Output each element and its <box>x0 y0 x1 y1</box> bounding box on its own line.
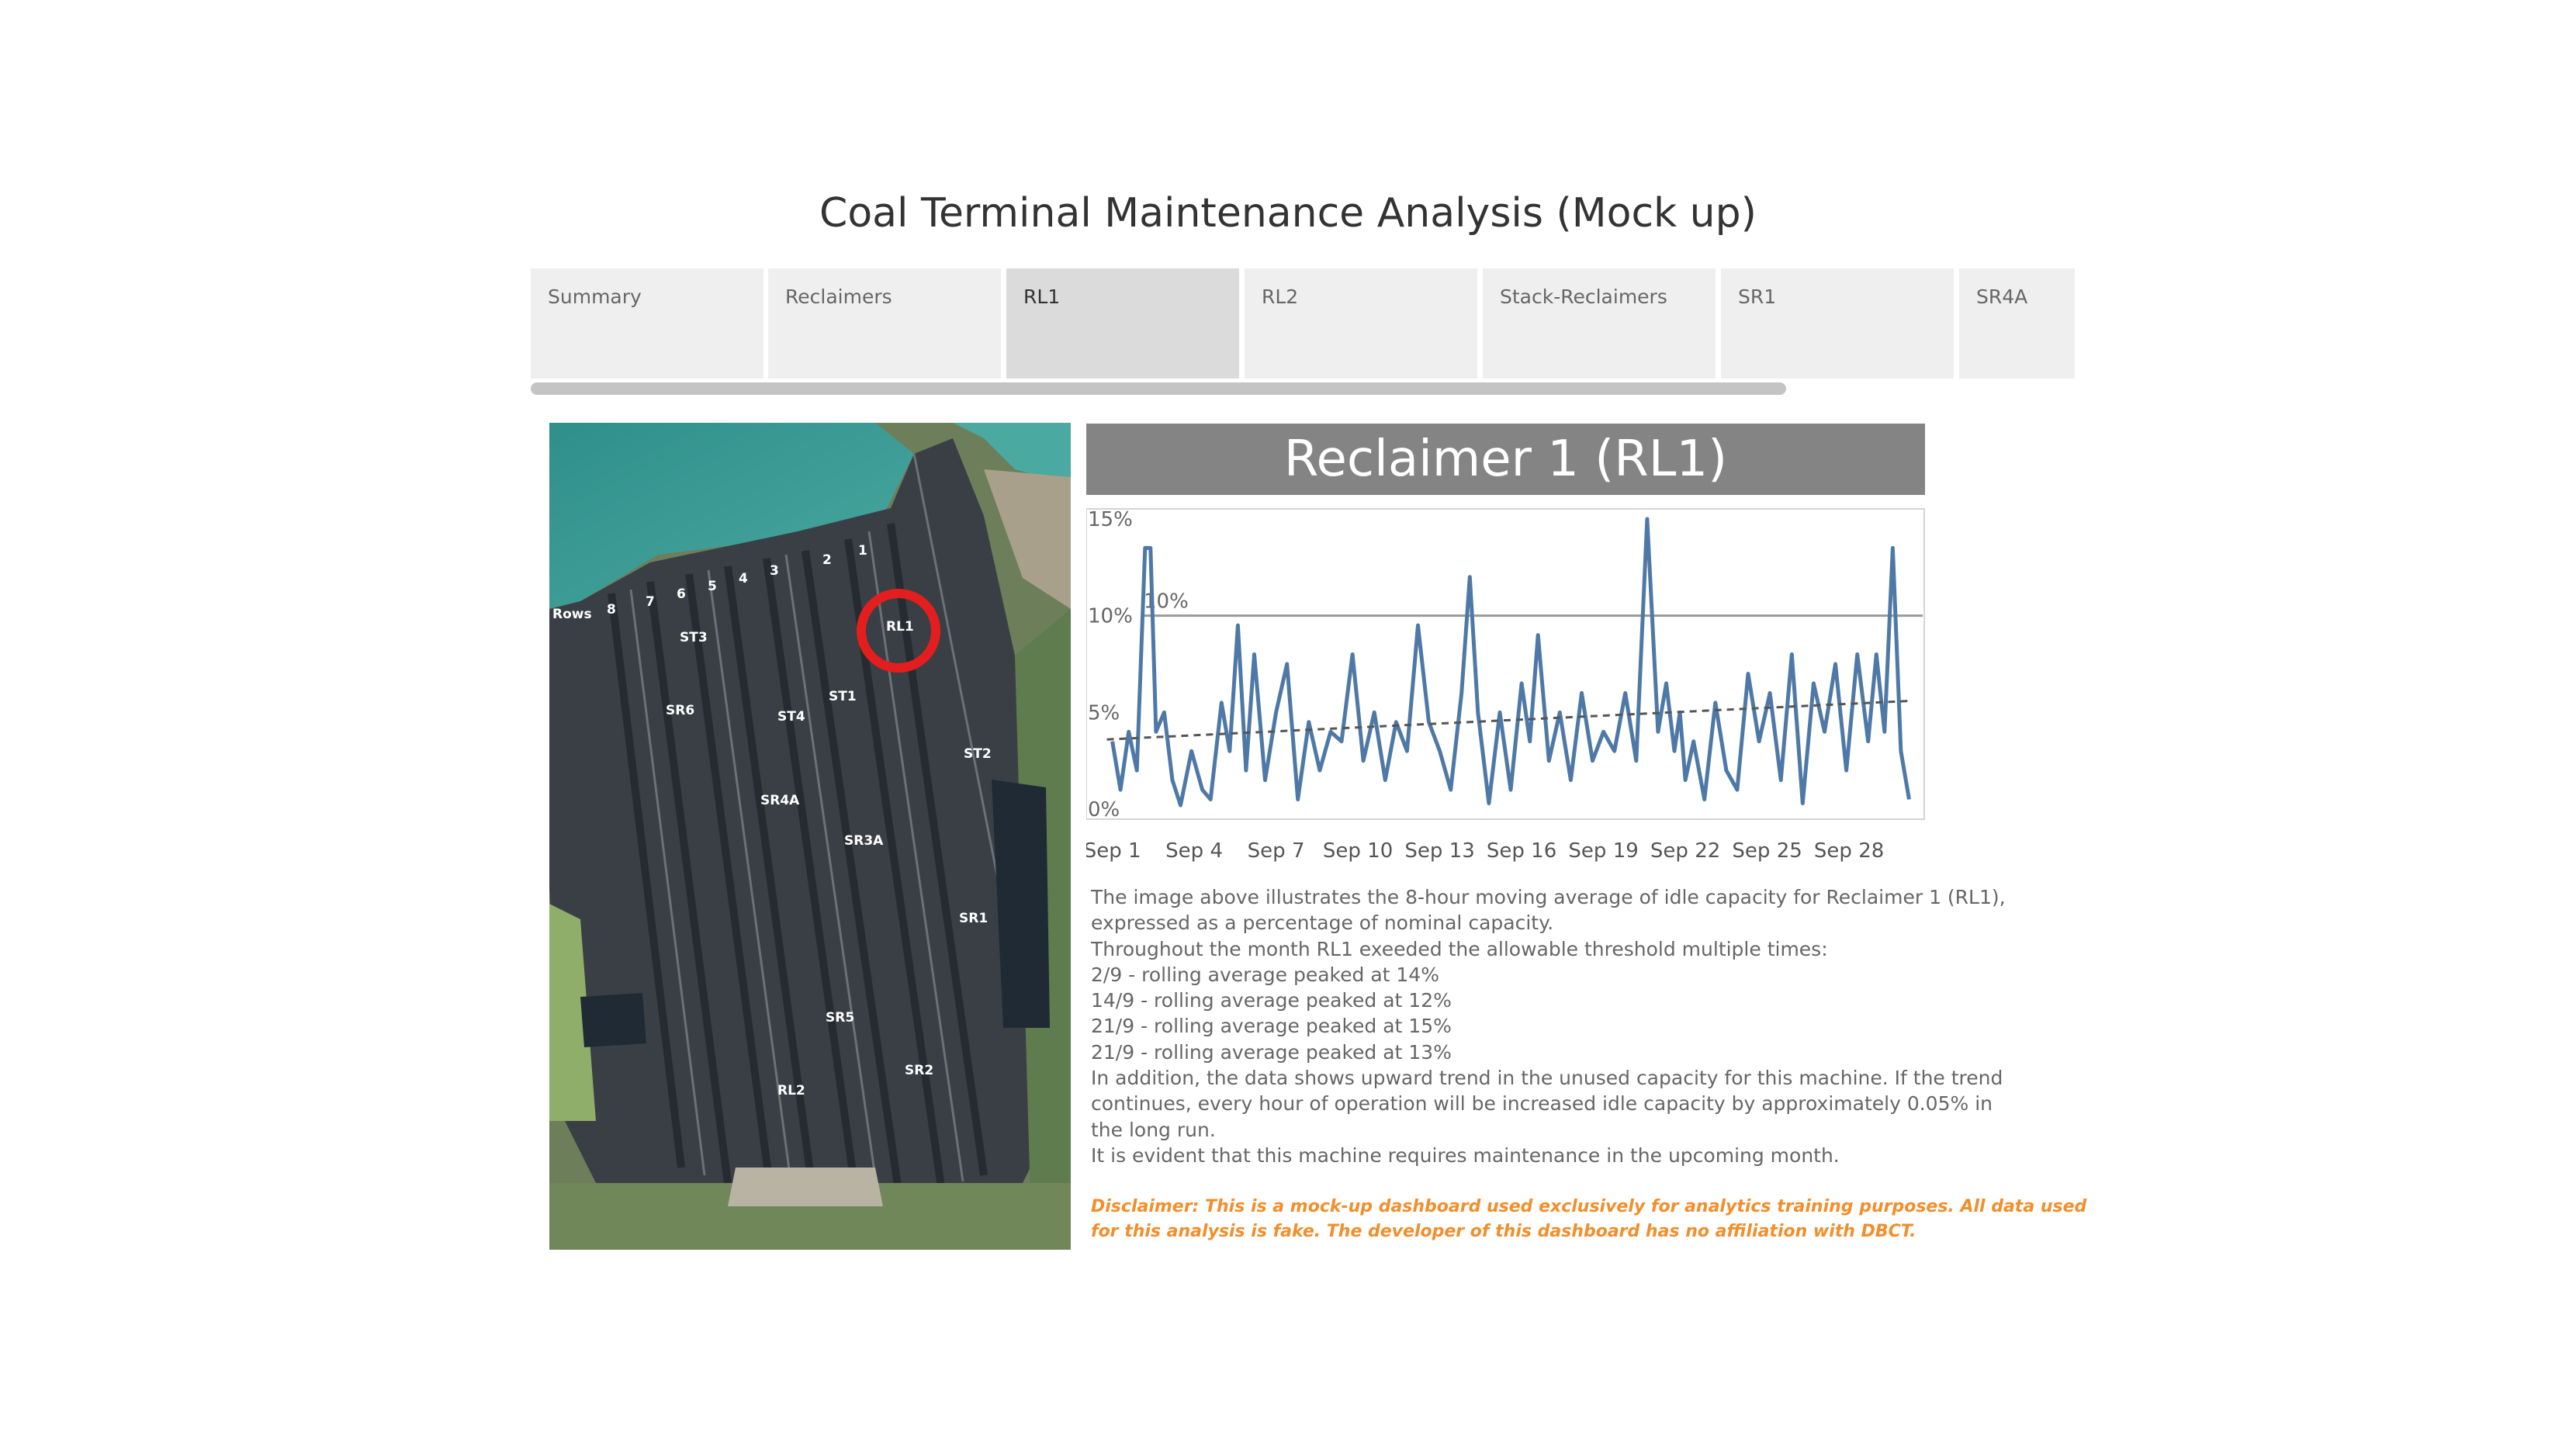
tab-sr4a[interactable]: SR4A <box>1959 268 2075 379</box>
y-tick-label: 5% <box>1088 701 1120 725</box>
x-tick-label: Sep 10 <box>1323 839 1393 863</box>
tabs-scrollbar[interactable] <box>531 382 1786 395</box>
pond-small <box>580 993 646 1047</box>
disclaimer: Disclaimer: This is a mock-up dashboard … <box>1091 1195 2087 1244</box>
disclaimer-line: Disclaimer: This is a mock-up dashboard … <box>1091 1197 2087 1216</box>
bottom-land <box>549 1183 1071 1250</box>
pond <box>992 780 1050 1028</box>
dashboard-tabs: Summary Reclaimers RL1 RL2 Stack-Reclaim… <box>531 268 2075 381</box>
chart-frame <box>1085 508 1925 820</box>
map-label-row-4: 4 <box>739 571 748 586</box>
idle-capacity-chart: 15% 10% 5% 0% Sep 1 Sep 4 Sep 7 Sep 10 Sep 13 Se… <box>1084 503 1940 875</box>
map-label-row-8: 8 <box>607 602 616 617</box>
terminal-aerial-map: Rows 8 7 6 5 4 3 2 1 RL1 ST3 ST1 SR6 ST4… <box>549 423 1071 1250</box>
map-label-row-2: 2 <box>822 552 832 568</box>
x-tick-label: Sep 25 <box>1732 839 1802 863</box>
rl1-highlight-circle <box>857 589 940 673</box>
map-label-sr6: SR6 <box>666 703 694 718</box>
tab-stack-reclaimers[interactable]: Stack-Reclaimers <box>1483 268 1716 379</box>
conveyor-lines <box>629 453 1016 1194</box>
map-label-row-1: 1 <box>858 543 867 559</box>
x-tick-label: Sep 28 <box>1814 839 1884 863</box>
map-label-sr3a: SR3A <box>844 833 884 849</box>
tab-summary[interactable]: Summary <box>531 268 763 379</box>
y-tick-label: 0% <box>1088 798 1120 822</box>
tab-reclaimers[interactable]: Reclaimers <box>768 268 1001 379</box>
x-tick-label: Sep 22 <box>1650 839 1720 863</box>
chart-banner: Reclaimer 1 (RL1) <box>1086 424 1925 495</box>
map-label-rl2: RL2 <box>777 1083 805 1098</box>
y-tick-label: 10% <box>1088 605 1133 628</box>
x-tick-label: Sep 13 <box>1404 839 1474 863</box>
map-label-rl1: RL1 <box>886 619 914 635</box>
trend-line <box>1106 699 1913 741</box>
description-line: It is evident that this machine requires… <box>1091 1143 1840 1167</box>
bare-land <box>984 469 1071 609</box>
map-label-sr4a: SR4A <box>760 793 800 808</box>
map-label-st4: ST4 <box>777 709 805 725</box>
tab-sr1[interactable]: SR1 <box>1721 268 1954 379</box>
page-title: Coal Terminal Maintenance Analysis (Mock… <box>819 190 1757 237</box>
description-line: 21/9 - rolling average peaked at 15% <box>1091 1015 1452 1038</box>
map-label-rows: Rows <box>552 607 592 622</box>
x-tick-label: Sep 7 <box>1248 839 1305 863</box>
tab-rl2[interactable]: RL2 <box>1245 268 1477 379</box>
description-line: the long run. <box>1091 1118 1216 1141</box>
x-tick-label: Sep 16 <box>1487 839 1556 863</box>
sea-area <box>549 423 914 617</box>
analysis-description: The image above illustrates the 8-hour m… <box>1091 884 2006 1168</box>
x-tick-label: Sep 19 <box>1568 839 1638 863</box>
vegetation <box>549 904 596 1121</box>
description-line: Throughout the month RL1 exeeded the all… <box>1091 937 1828 960</box>
y-tick-label: 15% <box>1088 508 1133 531</box>
map-label-row-3: 3 <box>770 563 779 579</box>
disclaimer-line: for this analysis is fake. The developer… <box>1091 1222 1916 1241</box>
tab-rl1[interactable]: RL1 <box>1006 268 1239 379</box>
buildings <box>728 1168 883 1206</box>
sea-area-right <box>953 423 1071 485</box>
x-tick-label: Sep 4 <box>1165 839 1223 863</box>
description-line: 21/9 - rolling average peaked at 13% <box>1091 1040 1452 1064</box>
map-label-sr1: SR1 <box>959 911 988 926</box>
map-label-row-7: 7 <box>646 594 655 610</box>
idle-capacity-series-line <box>1110 517 1911 808</box>
map-label-st3: ST3 <box>680 630 708 645</box>
map-label-st2: ST2 <box>964 746 992 762</box>
stockpile-rows <box>608 523 988 1195</box>
description-line: 14/9 - rolling average peaked at 12% <box>1091 989 1452 1012</box>
description-line: 2/9 - rolling average peaked at 14% <box>1091 963 1439 986</box>
description-line: The image above illustrates the 8-hour m… <box>1091 886 2006 908</box>
map-label-sr2: SR2 <box>905 1063 933 1078</box>
map-label-st1: ST1 <box>829 689 857 704</box>
map-label-sr5: SR5 <box>826 1010 854 1026</box>
description-line: expressed as a percentage of nominal cap… <box>1091 912 1554 935</box>
description-line: continues, every hour of operation will … <box>1091 1092 1993 1116</box>
description-line: In addition, the data shows upward trend… <box>1091 1067 2003 1090</box>
map-label-row-6: 6 <box>677 586 686 602</box>
map-label-row-5: 5 <box>708 579 717 594</box>
x-tick-label: Sep 1 <box>1086 839 1141 863</box>
